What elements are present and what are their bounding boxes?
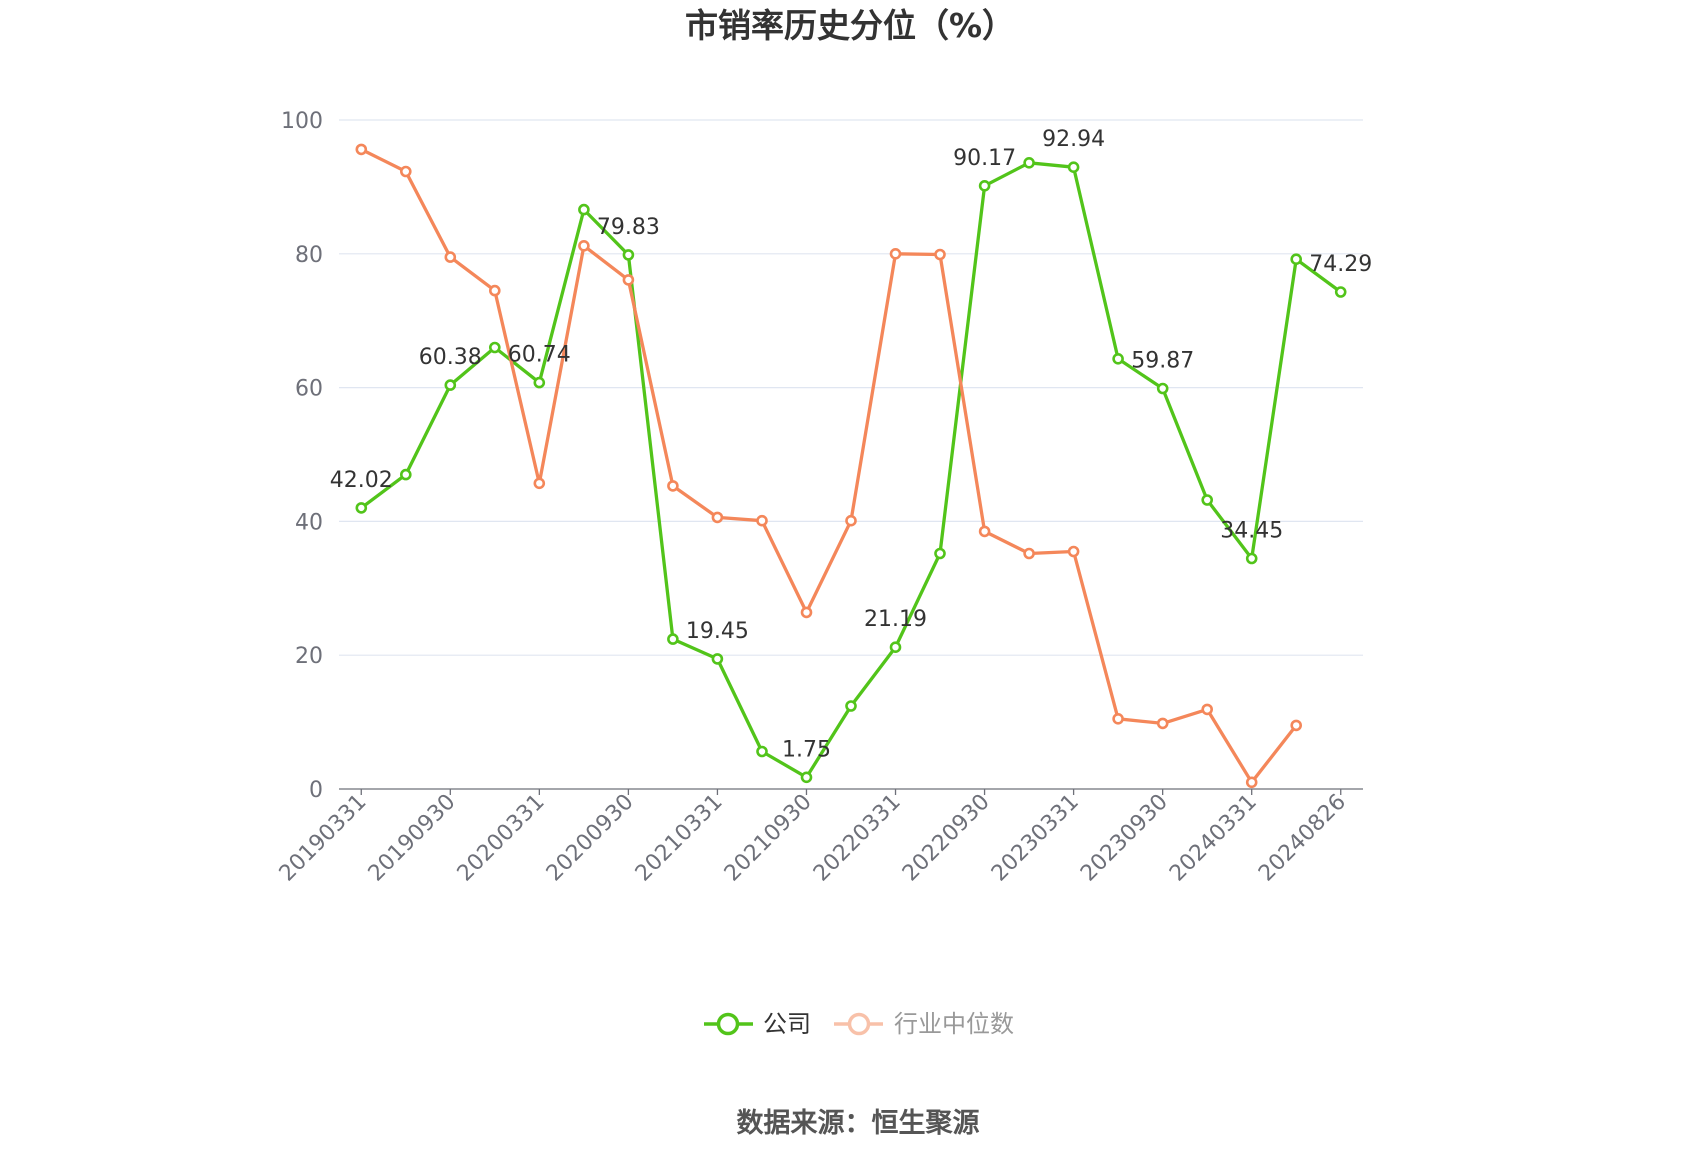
legend-label-company: 公司 bbox=[763, 1010, 811, 1038]
data-source: 数据来源：恒生聚源 bbox=[737, 1108, 980, 1139]
data-point-company bbox=[1245, 552, 1258, 565]
data-point-company bbox=[355, 502, 368, 514]
data-point-company bbox=[444, 379, 457, 391]
data-point-industry bbox=[1023, 547, 1035, 560]
data-label-company: 34.45 bbox=[1220, 519, 1283, 544]
data-point-industry bbox=[1112, 712, 1124, 725]
legend: 公司 行业中位数 bbox=[704, 1010, 1014, 1038]
data-label-company: 21.19 bbox=[864, 607, 927, 632]
data-label-company: 59.87 bbox=[1131, 349, 1194, 374]
data-point-company bbox=[800, 771, 813, 784]
x-tick-label: 20210930 bbox=[720, 790, 817, 887]
data-point-industry bbox=[889, 248, 902, 260]
data-point-industry bbox=[667, 480, 679, 492]
grid-lines bbox=[339, 119, 1363, 656]
data-point-industry bbox=[355, 143, 368, 156]
data-point-industry bbox=[1290, 719, 1302, 732]
data-point-industry bbox=[533, 477, 546, 490]
data-point-industry bbox=[1245, 776, 1258, 789]
data-point-company bbox=[578, 203, 590, 216]
y-tick-label: 100 bbox=[281, 109, 323, 134]
series bbox=[355, 143, 1347, 789]
data-label-company: 92.94 bbox=[1042, 127, 1105, 152]
data-point-company bbox=[845, 700, 857, 712]
y-tick-label: 60 bbox=[295, 377, 323, 402]
data-point-company bbox=[756, 745, 768, 758]
data-point-industry bbox=[756, 514, 768, 527]
data-point-industry bbox=[845, 514, 857, 527]
data-label-company: 60.38 bbox=[419, 345, 482, 370]
x-tick-label: 20200331 bbox=[453, 790, 550, 887]
x-tick-label: 20210331 bbox=[631, 790, 728, 887]
legend-circle-icon bbox=[847, 1012, 871, 1036]
data-label-company: 42.02 bbox=[330, 468, 393, 493]
x-tick-label: 20240826 bbox=[1254, 790, 1351, 887]
data-point-company bbox=[934, 547, 946, 560]
data-point-company bbox=[889, 641, 902, 654]
data-point-company bbox=[978, 180, 991, 192]
data-point-company bbox=[1334, 286, 1347, 298]
data-point-industry bbox=[1067, 545, 1080, 558]
data-label-company: 60.74 bbox=[508, 343, 571, 368]
chart-title: 市销率历史分位（%） bbox=[685, 6, 1015, 45]
data-point-industry bbox=[399, 165, 412, 178]
data-label-company: 19.45 bbox=[686, 619, 749, 644]
data-point-industry bbox=[711, 511, 724, 524]
data-label-company: 90.17 bbox=[953, 146, 1016, 171]
x-tick-label: 20230930 bbox=[1076, 790, 1173, 887]
data-point-company bbox=[1156, 382, 1169, 395]
y-tick-label: 0 bbox=[309, 778, 323, 803]
data-point-industry bbox=[578, 240, 590, 252]
data-point-industry bbox=[488, 284, 501, 297]
data-point-company bbox=[533, 376, 546, 389]
data-point-company bbox=[711, 653, 724, 665]
legend-item-industry[interactable]: 行业中位数 bbox=[834, 1010, 1014, 1038]
x-tick-label: 20240331 bbox=[1165, 790, 1262, 887]
data-point-company bbox=[1112, 352, 1124, 365]
data-point-company bbox=[399, 468, 412, 481]
data-point-company bbox=[667, 633, 679, 645]
axes: 0 20 40 60 80 100 2019033120190930202003312020… bbox=[275, 109, 1363, 886]
data-point-company bbox=[1290, 253, 1302, 266]
legend-label-industry: 行业中位数 bbox=[894, 1010, 1014, 1038]
data-point-industry bbox=[1201, 703, 1213, 716]
data-label-company: 1.75 bbox=[782, 737, 831, 762]
data-point-industry bbox=[622, 274, 635, 286]
data-point-company bbox=[1067, 161, 1080, 173]
series-line-industry bbox=[359, 147, 1298, 784]
x-tick-label: 20190930 bbox=[364, 790, 461, 887]
legend-circle-icon bbox=[716, 1012, 740, 1036]
x-tick-label: 20190331 bbox=[275, 790, 372, 887]
x-tick-label: 20220331 bbox=[809, 790, 906, 887]
y-tick-label: 40 bbox=[295, 510, 323, 535]
data-labels: 42.02 60.38 60.74 79.83 19.45 1.75 21.19 90.17 9… bbox=[330, 127, 1372, 762]
data-point-industry bbox=[1156, 717, 1169, 730]
data-point-company bbox=[488, 341, 501, 354]
series-line-company bbox=[359, 161, 1343, 779]
data-point-industry bbox=[978, 525, 991, 538]
data-point-company bbox=[1201, 494, 1213, 506]
data-point-industry bbox=[800, 606, 813, 619]
data-label-company: 79.83 bbox=[597, 215, 660, 240]
y-tick-label: 80 bbox=[295, 243, 323, 268]
x-tick-label: 20220930 bbox=[898, 790, 995, 887]
data-point-industry bbox=[934, 248, 946, 261]
data-label-company: 74.29 bbox=[1309, 252, 1372, 277]
x-tick-label: 20230331 bbox=[987, 790, 1084, 887]
legend-item-company[interactable]: 公司 bbox=[704, 1010, 811, 1038]
data-point-company bbox=[622, 249, 635, 261]
data-point-company bbox=[1023, 157, 1035, 169]
y-tick-label: 20 bbox=[295, 644, 323, 669]
data-point-industry bbox=[444, 251, 457, 263]
x-tick-label: 20200930 bbox=[542, 790, 639, 887]
